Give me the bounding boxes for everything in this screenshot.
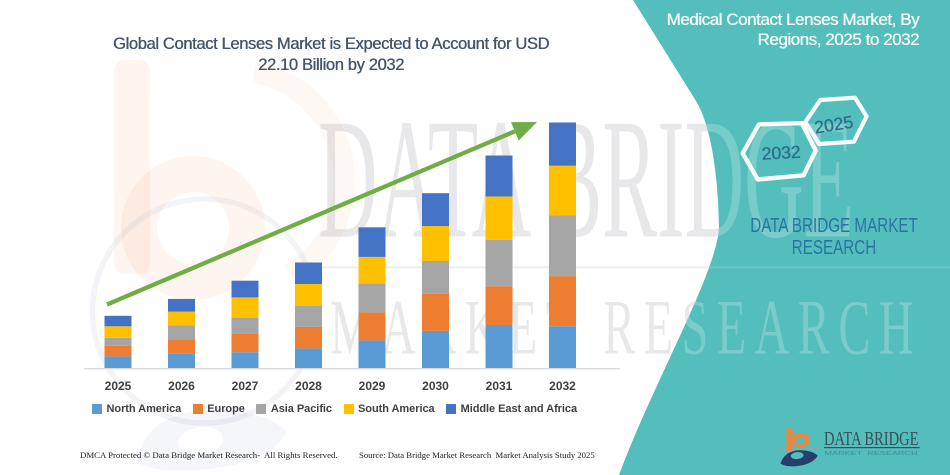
svg-text:2025: 2025 — [813, 112, 855, 138]
svg-text:DATA BRIDGE: DATA BRIDGE — [824, 429, 919, 450]
svg-text:MARKET RESEARCH: MARKET RESEARCH — [825, 451, 918, 457]
svg-text:2032: 2032 — [761, 142, 801, 164]
